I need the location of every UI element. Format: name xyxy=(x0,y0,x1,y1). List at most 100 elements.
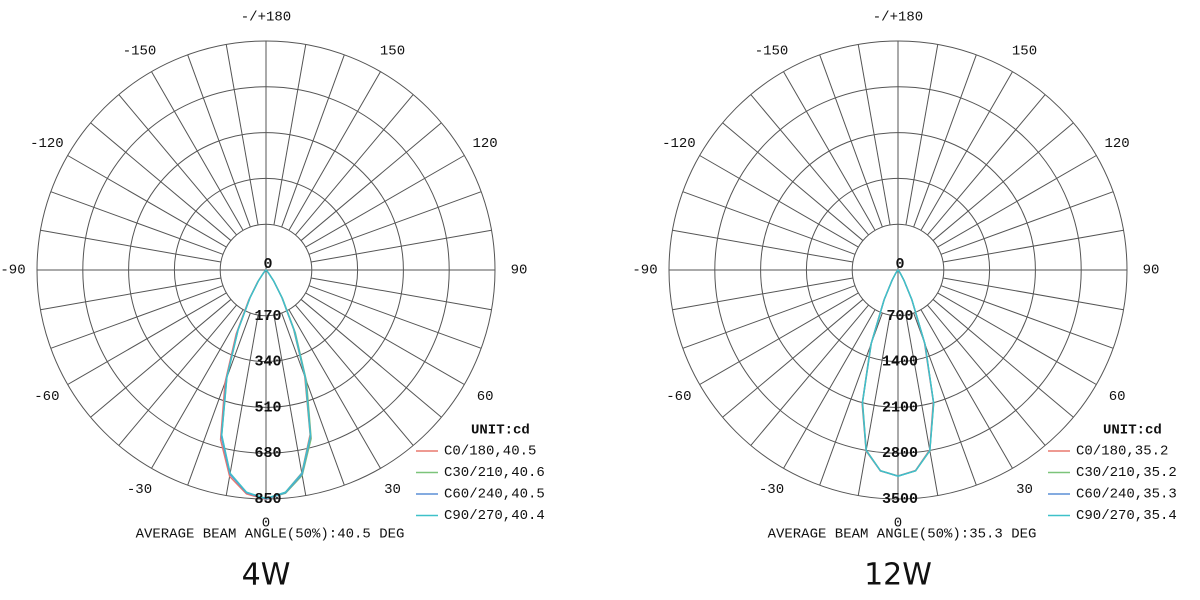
spoke xyxy=(300,122,442,241)
angle-label: 60 xyxy=(1109,389,1126,405)
spoke xyxy=(151,309,244,469)
radial-tick-label: 340 xyxy=(254,354,281,371)
spoke xyxy=(937,155,1097,248)
angle-label: -120 xyxy=(662,136,696,152)
spoke xyxy=(90,122,232,241)
spoke xyxy=(281,54,345,228)
spoke xyxy=(225,44,259,225)
spoke xyxy=(67,292,227,385)
beam-angle-note: AVERAGE BEAM ANGLE(50%):35.3 DEG xyxy=(768,527,1037,543)
spoke xyxy=(187,54,251,228)
spoke xyxy=(225,315,259,496)
spoke xyxy=(50,191,224,255)
angle-label: 60 xyxy=(477,389,494,405)
angle-label: -30 xyxy=(127,482,152,498)
spoke xyxy=(67,155,227,248)
angle-label: -60 xyxy=(666,389,691,405)
intensity-curve xyxy=(861,269,935,477)
angle-label: -150 xyxy=(755,44,789,60)
spoke xyxy=(920,71,1013,231)
angle-label: 30 xyxy=(384,482,401,498)
legend-label: C90/270,35.4 xyxy=(1076,508,1177,524)
spoke xyxy=(288,309,381,469)
spoke xyxy=(300,299,442,418)
angle-label: 0 xyxy=(262,516,270,532)
angle-label: -30 xyxy=(759,482,784,498)
spoke xyxy=(151,71,244,231)
radial-tick-label: 0 xyxy=(263,256,272,273)
radial-tick-label: 1400 xyxy=(882,354,918,371)
spoke xyxy=(672,229,853,263)
spoke xyxy=(905,44,939,225)
legend-label: C30/210,40.6 xyxy=(444,465,545,481)
angle-label: 0 xyxy=(894,516,902,532)
angle-label: -/+180 xyxy=(873,10,923,26)
spoke xyxy=(783,309,876,469)
legend-label: C0/180,35.2 xyxy=(1076,444,1168,460)
legend-label: C30/210,35.2 xyxy=(1076,465,1177,481)
spoke xyxy=(118,304,237,446)
spoke xyxy=(927,94,1046,236)
spoke xyxy=(783,71,876,231)
radial-tick-label: 700 xyxy=(886,308,913,325)
legend-label: C60/240,35.3 xyxy=(1076,487,1177,503)
spoke xyxy=(940,285,1114,349)
angle-label: -90 xyxy=(0,263,25,279)
spoke xyxy=(288,71,381,231)
chart-title: 12W xyxy=(864,558,932,593)
chart-title: 4W xyxy=(242,558,291,593)
radial-tick-label: 680 xyxy=(254,445,281,462)
spoke xyxy=(40,229,221,263)
radial-tick-label: 2100 xyxy=(882,399,918,416)
angle-label: -60 xyxy=(34,389,59,405)
angle-label: 150 xyxy=(1012,44,1037,60)
unit-label: UNIT:cd xyxy=(1103,423,1162,439)
radial-tick-label: 2800 xyxy=(882,445,918,462)
intensity-curve xyxy=(221,269,312,500)
beam-angle-note: AVERAGE BEAM ANGLE(50%):40.5 DEG xyxy=(136,527,405,543)
spoke xyxy=(273,315,307,496)
angle-label: -/+180 xyxy=(241,10,291,26)
spoke xyxy=(305,155,465,248)
radial-tick-label: 170 xyxy=(254,308,281,325)
spoke xyxy=(940,191,1114,255)
angle-label: 120 xyxy=(1104,136,1129,152)
spoke xyxy=(273,44,307,225)
angle-label: -90 xyxy=(632,263,657,279)
spoke xyxy=(187,312,251,486)
spoke xyxy=(682,285,856,349)
spoke xyxy=(932,122,1074,241)
spoke xyxy=(750,94,869,236)
radial-tick-label: 850 xyxy=(254,491,281,508)
spoke xyxy=(699,292,859,385)
spoke xyxy=(281,312,345,486)
spoke xyxy=(943,229,1124,263)
legend-label: C60/240,40.5 xyxy=(444,487,545,503)
angle-label: -120 xyxy=(30,136,64,152)
spoke xyxy=(672,277,853,311)
spoke xyxy=(682,191,856,255)
spoke xyxy=(305,292,465,385)
spoke xyxy=(118,94,237,236)
angle-label: 150 xyxy=(380,44,405,60)
spoke xyxy=(295,94,414,236)
polar-chart: 0 30 60 90 120 150 -/+180 -150 -120 -90 -60 -30 C0/1… xyxy=(0,10,544,593)
spoke xyxy=(311,229,492,263)
spoke xyxy=(722,299,864,418)
legend-label: C90/270,40.4 xyxy=(444,508,545,524)
spoke xyxy=(819,54,883,228)
spoke xyxy=(90,299,232,418)
polar-chart: 0 30 60 90 120 150 -/+180 -150 -120 -90 -60 -30 C0/1… xyxy=(632,10,1176,593)
legend-label: C0/180,40.5 xyxy=(444,444,536,460)
angle-label: -150 xyxy=(123,44,157,60)
spoke xyxy=(295,304,414,446)
angle-label: 120 xyxy=(472,136,497,152)
radial-tick-label: 3500 xyxy=(882,491,918,508)
spoke xyxy=(932,299,1074,418)
spoke xyxy=(857,44,891,225)
spoke xyxy=(50,285,224,349)
spoke xyxy=(308,191,482,255)
unit-label: UNIT:cd xyxy=(471,423,530,439)
spoke xyxy=(722,122,864,241)
